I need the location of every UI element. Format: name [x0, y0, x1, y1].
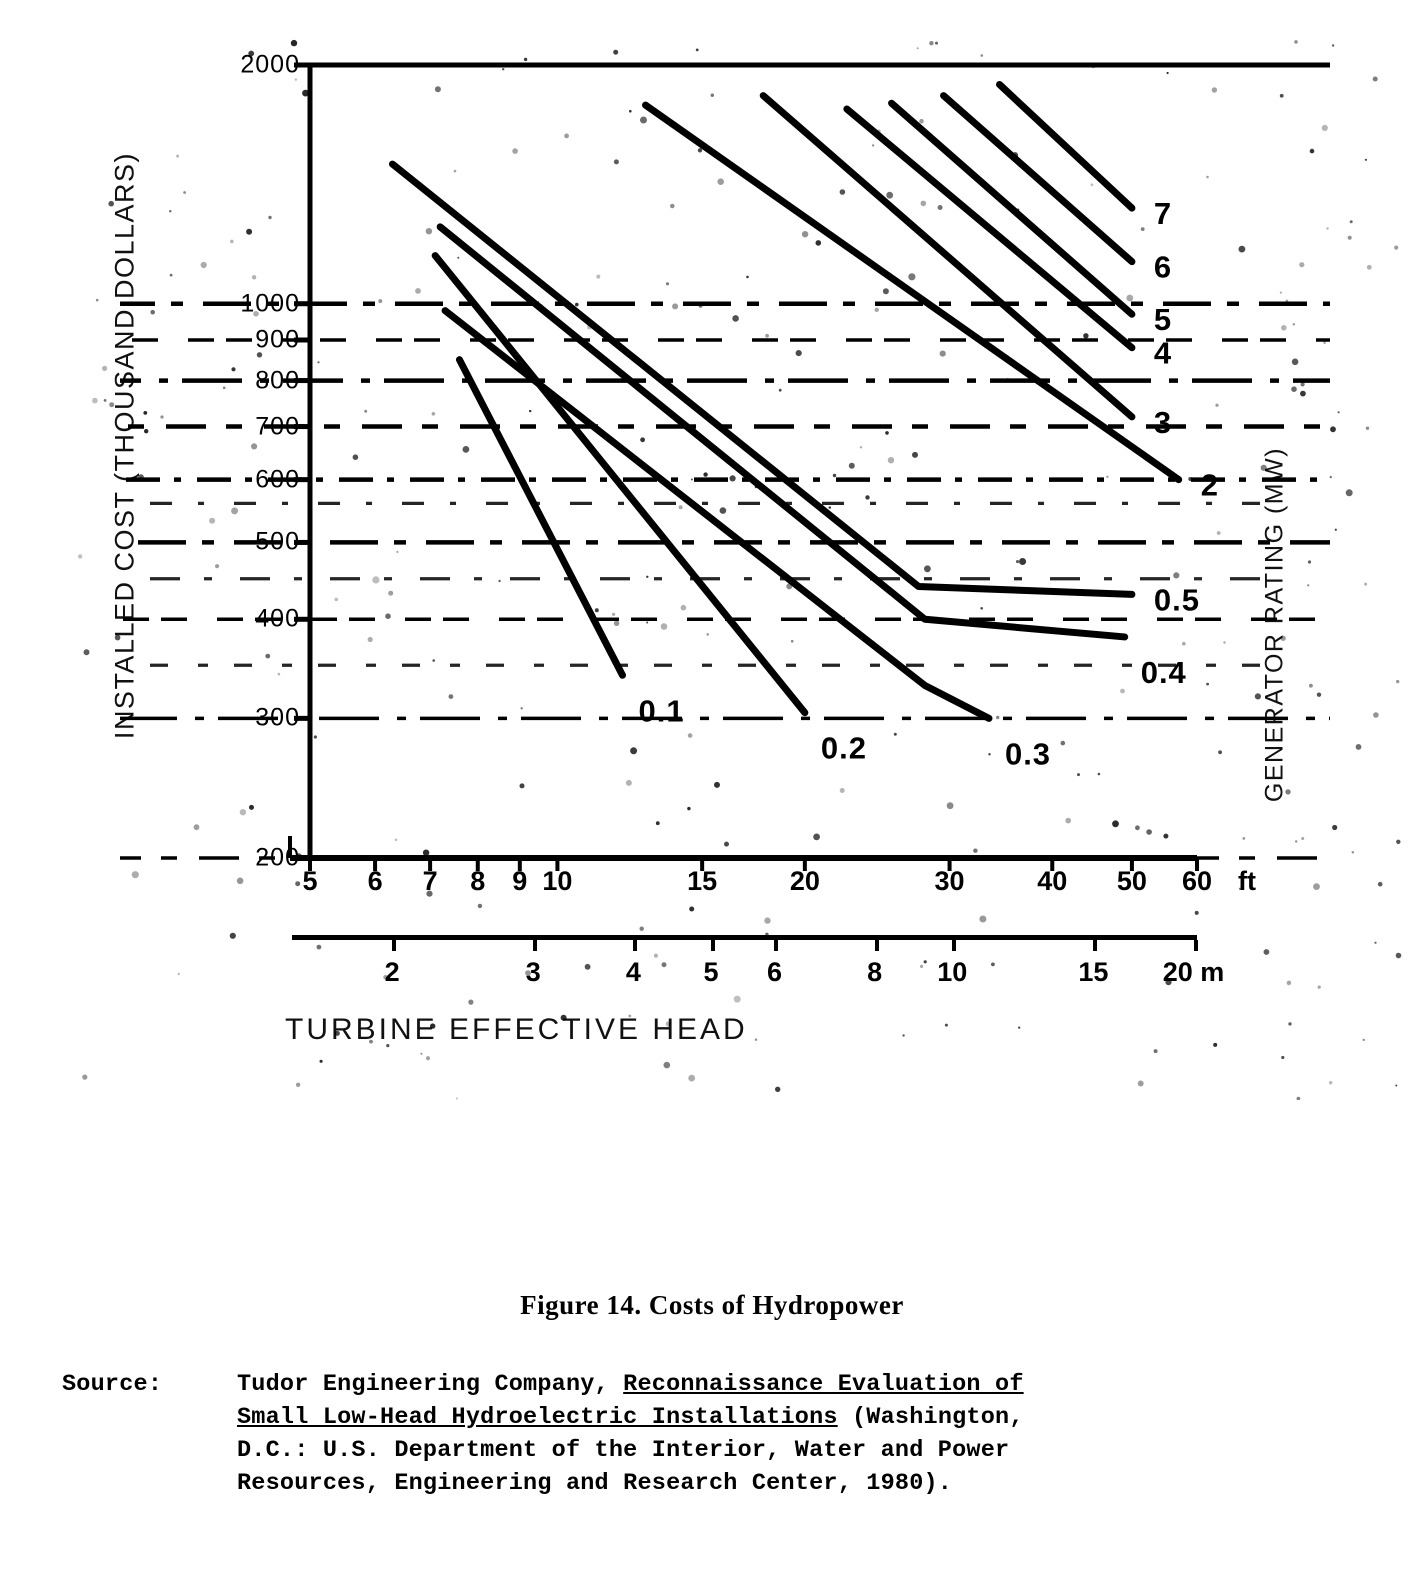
- source-label: Source:: [62, 1371, 163, 1398]
- grid-lines: [120, 301, 1330, 860]
- x-tick-label: 8: [470, 866, 486, 896]
- x-tick-label: 5: [302, 866, 318, 896]
- curve-label-2: 2: [1201, 468, 1219, 503]
- secondary-tick-mark: [952, 940, 957, 951]
- curve-6: [940, 92, 1136, 266]
- curve-label-7: 7: [1154, 196, 1172, 231]
- x-tick-label: 9: [512, 866, 528, 896]
- secondary-tick-mark: [1093, 940, 1098, 951]
- axis-tick-marks: [294, 62, 1199, 871]
- secondary-tick-mark: [633, 940, 638, 951]
- figure-caption: Figure 14. Costs of Hydropower: [520, 1290, 904, 1320]
- curve-label-0p1: 0.1: [639, 693, 685, 728]
- curve-0p2: [431, 252, 809, 717]
- curve-5: [888, 99, 1136, 318]
- curve-0p4: [436, 223, 1129, 641]
- source-title-part2: Small Low-Head Hydroelectric Installatio…: [237, 1404, 838, 1431]
- secondary-tick-label: 5: [703, 957, 719, 987]
- curve-0p1: [455, 356, 627, 679]
- secondary-tick-label: 6: [766, 957, 782, 987]
- secondary-tick-mark: [392, 940, 397, 951]
- data-curves: [388, 80, 1183, 722]
- secondary-axis-line: [292, 935, 1197, 940]
- secondary-tick-label: 3: [525, 957, 541, 987]
- secondary-tick-label: 20 m: [1162, 957, 1225, 987]
- secondary-tick-mark: [533, 940, 538, 951]
- source-line1-plain: Tudor Engineering Company,: [237, 1371, 624, 1398]
- curve-3: [759, 92, 1136, 421]
- secondary-tick-mark: [874, 940, 879, 951]
- source-line3: D.C.: U.S. Department of the Interior, W…: [237, 1437, 1010, 1464]
- secondary-tick-label: 8: [867, 957, 883, 987]
- x-axis-tick-labels: 5 6 7 8 9 10 15 20 30 40 50 60 ft: [0, 866, 1424, 906]
- source-body: Tudor Engineering Company, Reconnaissanc…: [237, 1368, 1362, 1500]
- secondary-tick-mark: [1193, 940, 1198, 951]
- secondary-tick-label: 4: [625, 957, 641, 987]
- source-line2-plain: (Washington,: [837, 1404, 1024, 1431]
- curve-label-3: 3: [1154, 405, 1172, 440]
- curve-0p5: [388, 160, 1136, 598]
- axis-frame: [288, 62, 1330, 861]
- secondary-x-axis: 2 3 4 5 6 8 10 15 20 m: [0, 935, 1424, 1015]
- x-tick-label: 7: [422, 866, 438, 896]
- curve-label-0p5: 0.5: [1154, 582, 1200, 617]
- secondary-tick-mark: [711, 940, 716, 951]
- curve-7: [995, 80, 1136, 212]
- curve-0p3: [441, 307, 993, 722]
- chart-figure: INSTALLED COST (THOUSAND DOLLARS) GENERA…: [0, 39, 1424, 1100]
- source-title-part1: Reconnaissance Evaluation of: [623, 1371, 1024, 1398]
- curve-label-0p2: 0.2: [821, 731, 867, 766]
- x-tick-label: ft: [1238, 866, 1256, 896]
- scan-speckles: [78, 39, 1402, 1100]
- source-citation: Source: Tudor Engineering Company, Recon…: [62, 1368, 1362, 1500]
- curve-label-0p4: 0.4: [1141, 655, 1187, 690]
- secondary-tick-label: 15: [1078, 957, 1109, 987]
- curve-2: [642, 101, 1183, 484]
- x-tick-label: 6: [367, 866, 383, 896]
- curve-label-4: 4: [1154, 336, 1172, 371]
- curve-label-5: 5: [1154, 302, 1172, 337]
- source-line4: Resources, Engineering and Research Cent…: [237, 1470, 953, 1497]
- curve-label-0p3: 0.3: [1005, 736, 1051, 771]
- secondary-tick-label: 2: [384, 957, 400, 987]
- secondary-tick-mark: [774, 940, 779, 951]
- curve-label-6: 6: [1154, 250, 1172, 285]
- x-axis-title: TURBINE EFFECTIVE HEAD: [285, 1013, 748, 1046]
- secondary-tick-label: 10: [937, 957, 968, 987]
- curve-4: [843, 105, 1136, 352]
